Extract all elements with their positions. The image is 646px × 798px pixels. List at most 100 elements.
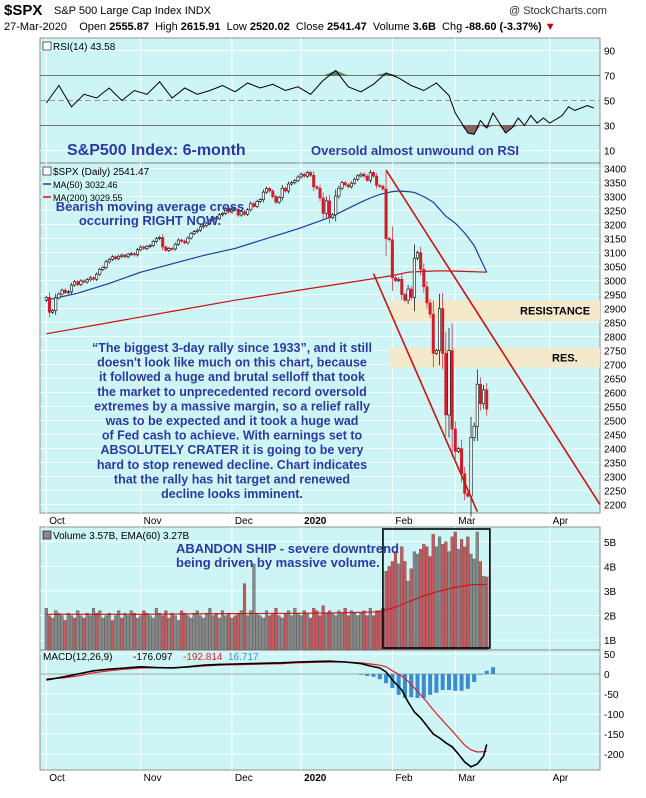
- index-name: S&P 500 Large Cap Index INDX: [54, 5, 211, 17]
- price-candle: [211, 215, 215, 223]
- candle-body: [176, 239, 180, 245]
- price-x-tick-label: Dec: [235, 516, 253, 527]
- volume-bar: [312, 608, 316, 651]
- volume-bar: [283, 612, 287, 651]
- volume-bar: [277, 615, 281, 651]
- candle-body: [95, 273, 99, 280]
- price-candle: [255, 199, 259, 209]
- price-candle: [478, 377, 482, 411]
- candle-body: [469, 437, 473, 497]
- price-candle: [120, 253, 124, 258]
- volume-bar: [290, 615, 294, 651]
- volume-bar: [425, 546, 429, 651]
- volume-bar: [450, 536, 454, 651]
- candle-body: [381, 185, 385, 190]
- price-title: S&P500 Index: 6-month: [67, 142, 246, 159]
- candle-body: [299, 173, 303, 178]
- macd-histogram-bar: [446, 674, 451, 690]
- candle-body: [472, 425, 476, 438]
- price-candle: [378, 183, 382, 188]
- change-down-icon: ▼: [544, 21, 556, 33]
- price-candle: [438, 293, 442, 366]
- price-x-tick-label: Nov: [144, 516, 162, 527]
- commentary-line: it followed a huge and brutal selloff th…: [99, 370, 365, 384]
- price-tick-label: 2900: [604, 305, 627, 316]
- price-candle: [359, 172, 363, 178]
- candle-body: [82, 280, 86, 283]
- volume-bar: [305, 612, 309, 651]
- volume-bar: [412, 551, 416, 651]
- quote-line: 27-Mar-2020 Open 2555.87 High 2615.91 Lo…: [4, 21, 556, 33]
- macd-histogram-bar: [434, 674, 439, 693]
- volume-bar: [242, 583, 247, 651]
- resistance-label: RES.: [552, 353, 578, 365]
- candle-body: [139, 246, 143, 251]
- price-candle: [180, 238, 184, 243]
- volume-bar: [51, 617, 55, 651]
- price-tick-label: 2300: [604, 473, 627, 484]
- volume-bar: [173, 615, 177, 651]
- candle-body: [258, 199, 262, 202]
- candle-body: [271, 190, 275, 197]
- price-candle: [403, 292, 407, 303]
- price-tick-label: 2200: [604, 501, 627, 512]
- price-candle: [167, 246, 171, 253]
- commentary-line: doesn't look like much on this chart, be…: [97, 356, 367, 370]
- price-candle: [258, 198, 262, 204]
- candle-body: [466, 493, 470, 497]
- candle-body: [148, 245, 152, 247]
- price-candle: [384, 171, 388, 256]
- price-candle: [51, 308, 55, 314]
- price-candle: [472, 422, 476, 442]
- candle-body: [249, 203, 253, 211]
- commentary-line: that the rally has hit target and renewe…: [114, 472, 350, 486]
- macd-legend-value: -176.097: [133, 652, 173, 663]
- volume-bar: [132, 612, 136, 651]
- volume-bar: [390, 561, 394, 651]
- volume-bar: [164, 610, 168, 651]
- candle-body: [107, 259, 111, 263]
- candle-body: [280, 187, 284, 198]
- volume-bar: [195, 610, 199, 651]
- volume-bar: [293, 608, 297, 651]
- price-candle: [98, 267, 102, 276]
- rsi-line: [45, 69, 594, 135]
- volume-bar: [362, 610, 366, 651]
- candle-body: [293, 180, 297, 183]
- commentary-line: ABSOLUTELY CRATER it is going to be very: [101, 443, 364, 457]
- price-tick-label: 2350: [604, 459, 627, 470]
- ma50-legend: MA(50) 3032.46: [53, 180, 118, 190]
- price-candle: [220, 211, 224, 217]
- candle-body: [167, 248, 171, 251]
- volume-bar: [422, 544, 426, 651]
- macd-x-tick-label: Feb: [395, 773, 413, 784]
- volume-bar: [101, 617, 105, 651]
- histogram-legend-value: 16.717: [228, 652, 259, 663]
- price-candle: [129, 252, 133, 256]
- commentary-line: decline looks imminent.: [161, 487, 303, 501]
- candle-body: [104, 261, 108, 268]
- price-candle: [387, 236, 391, 242]
- volume-bar: [406, 580, 410, 651]
- price-candle: [236, 207, 240, 217]
- rsi-tick-label: 90: [604, 47, 616, 58]
- price-candle: [246, 208, 250, 216]
- price-tick-label: 3100: [604, 249, 627, 260]
- price-candle: [145, 244, 149, 251]
- price-candle: [290, 180, 294, 186]
- candle-body: [198, 226, 202, 231]
- commentary-line: “The biggest 3-day rally since 1933”, an…: [92, 341, 372, 355]
- candle-body: [242, 211, 246, 215]
- candle-body: [192, 231, 196, 234]
- rsi-annotation: Oversold almost unwound on RSI: [311, 143, 519, 158]
- candle-body: [349, 182, 353, 188]
- volume-bar: [393, 551, 398, 651]
- price-candle: [47, 292, 51, 318]
- volume-tick-label: 1B: [604, 636, 617, 647]
- candle-body: [321, 197, 325, 214]
- price-candle: [371, 170, 375, 178]
- price-candle: [101, 265, 105, 272]
- candle-body: [434, 350, 438, 354]
- macd-histogram-bar: [377, 674, 382, 680]
